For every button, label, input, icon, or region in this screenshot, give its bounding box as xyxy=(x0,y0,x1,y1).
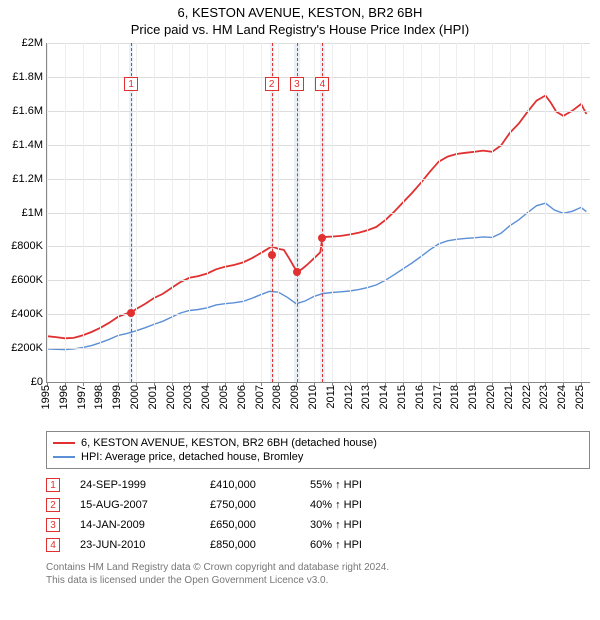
y-axis-label: £1.8M xyxy=(3,71,43,83)
transaction-date: 24-SEP-1999 xyxy=(80,479,190,491)
chart-marker-label: 3 xyxy=(290,77,304,91)
x-axis-label: 2018 xyxy=(449,385,461,409)
chart-data-point xyxy=(127,309,135,317)
y-axis-label: £1.4M xyxy=(3,139,43,151)
chart-plot-area: £0£200K£400K£600K£800K£1M£1.2M£1.4M£1.6M… xyxy=(46,43,590,383)
chart-series-line xyxy=(47,203,586,349)
x-axis-label: 2003 xyxy=(182,385,194,409)
transaction-price: £750,000 xyxy=(210,499,290,511)
transaction-price: £850,000 xyxy=(210,539,290,551)
transaction-marker: 1 xyxy=(46,478,60,492)
legend-item: HPI: Average price, detached house, Brom… xyxy=(53,450,583,464)
chart-title-address: 6, KESTON AVENUE, KESTON, BR2 6BH xyxy=(0,0,600,20)
transaction-delta: 60% ↑ HPI xyxy=(310,539,410,551)
chart-footer: Contains HM Land Registry data © Crown c… xyxy=(46,561,590,587)
chart-marker-label: 1 xyxy=(124,77,138,91)
transaction-marker: 3 xyxy=(46,518,60,532)
x-axis-label: 2006 xyxy=(236,385,248,409)
x-axis-label: 2005 xyxy=(218,385,230,409)
x-axis-label: 2022 xyxy=(521,385,533,409)
chart-series-line xyxy=(47,96,586,339)
chart-x-axis: 1995199619971998199920002001200220032004… xyxy=(46,383,590,423)
x-axis-label: 2014 xyxy=(378,385,390,409)
legend-item: 6, KESTON AVENUE, KESTON, BR2 6BH (detac… xyxy=(53,436,583,450)
chart-title-subtitle: Price paid vs. HM Land Registry's House … xyxy=(0,20,600,43)
y-axis-label: £0 xyxy=(3,376,43,388)
x-axis-label: 2023 xyxy=(538,385,550,409)
transaction-delta: 40% ↑ HPI xyxy=(310,499,410,511)
footer-line: Contains HM Land Registry data © Crown c… xyxy=(46,561,590,574)
x-axis-label: 2009 xyxy=(289,385,301,409)
transaction-row: 4 23-JUN-2010 £850,000 60% ↑ HPI xyxy=(46,535,590,555)
y-axis-label: £600K xyxy=(3,274,43,286)
y-axis-label: £2M xyxy=(3,37,43,49)
x-axis-label: 2021 xyxy=(503,385,515,409)
transaction-row: 3 14-JAN-2009 £650,000 30% ↑ HPI xyxy=(46,515,590,535)
y-axis-label: £1.6M xyxy=(3,105,43,117)
chart-marker-label: 2 xyxy=(265,77,279,91)
x-axis-label: 2001 xyxy=(147,385,159,409)
x-axis-label: 2025 xyxy=(574,385,586,409)
x-axis-label: 2002 xyxy=(165,385,177,409)
y-axis-label: £1.2M xyxy=(3,173,43,185)
legend-swatch xyxy=(53,456,75,458)
x-axis-label: 1999 xyxy=(111,385,123,409)
y-axis-label: £1M xyxy=(3,207,43,219)
x-axis-label: 2015 xyxy=(396,385,408,409)
y-axis-label: £200K xyxy=(3,342,43,354)
chart-legend: 6, KESTON AVENUE, KESTON, BR2 6BH (detac… xyxy=(46,431,590,469)
x-axis-label: 1996 xyxy=(58,385,70,409)
x-axis-label: 2007 xyxy=(254,385,266,409)
chart-data-point xyxy=(293,268,301,276)
legend-swatch xyxy=(53,442,75,444)
transaction-delta: 30% ↑ HPI xyxy=(310,519,410,531)
y-axis-label: £400K xyxy=(3,308,43,320)
x-axis-label: 2008 xyxy=(271,385,283,409)
x-axis-label: 2011 xyxy=(325,385,337,409)
transactions-table: 1 24-SEP-1999 £410,000 55% ↑ HPI 2 15-AUG-200… xyxy=(46,475,590,555)
x-axis-label: 2019 xyxy=(467,385,479,409)
legend-label: HPI: Average price, detached house, Brom… xyxy=(81,451,303,463)
x-axis-label: 1995 xyxy=(40,385,52,409)
transaction-row: 1 24-SEP-1999 £410,000 55% ↑ HPI xyxy=(46,475,590,495)
chart-marker-label: 4 xyxy=(315,77,329,91)
x-axis-label: 2012 xyxy=(343,385,355,409)
y-axis-label: £800K xyxy=(3,240,43,252)
chart-data-point xyxy=(268,251,276,259)
x-axis-label: 1997 xyxy=(76,385,88,409)
x-axis-label: 2010 xyxy=(307,385,319,409)
chart-data-point xyxy=(318,234,326,242)
x-axis-label: 2020 xyxy=(485,385,497,409)
transaction-date: 14-JAN-2009 xyxy=(80,519,190,531)
x-axis-label: 1998 xyxy=(93,385,105,409)
transaction-delta: 55% ↑ HPI xyxy=(310,479,410,491)
x-axis-label: 2017 xyxy=(432,385,444,409)
x-axis-label: 2013 xyxy=(360,385,372,409)
x-axis-label: 2016 xyxy=(414,385,426,409)
x-axis-label: 2000 xyxy=(129,385,141,409)
transaction-price: £410,000 xyxy=(210,479,290,491)
legend-label: 6, KESTON AVENUE, KESTON, BR2 6BH (detac… xyxy=(81,437,377,449)
transaction-date: 15-AUG-2007 xyxy=(80,499,190,511)
x-axis-label: 2004 xyxy=(200,385,212,409)
transaction-price: £650,000 xyxy=(210,519,290,531)
transaction-marker: 4 xyxy=(46,538,60,552)
transaction-marker: 2 xyxy=(46,498,60,512)
transaction-row: 2 15-AUG-2007 £750,000 40% ↑ HPI xyxy=(46,495,590,515)
transaction-date: 23-JUN-2010 xyxy=(80,539,190,551)
x-axis-label: 2024 xyxy=(556,385,568,409)
footer-line: This data is licensed under the Open Gov… xyxy=(46,574,590,587)
